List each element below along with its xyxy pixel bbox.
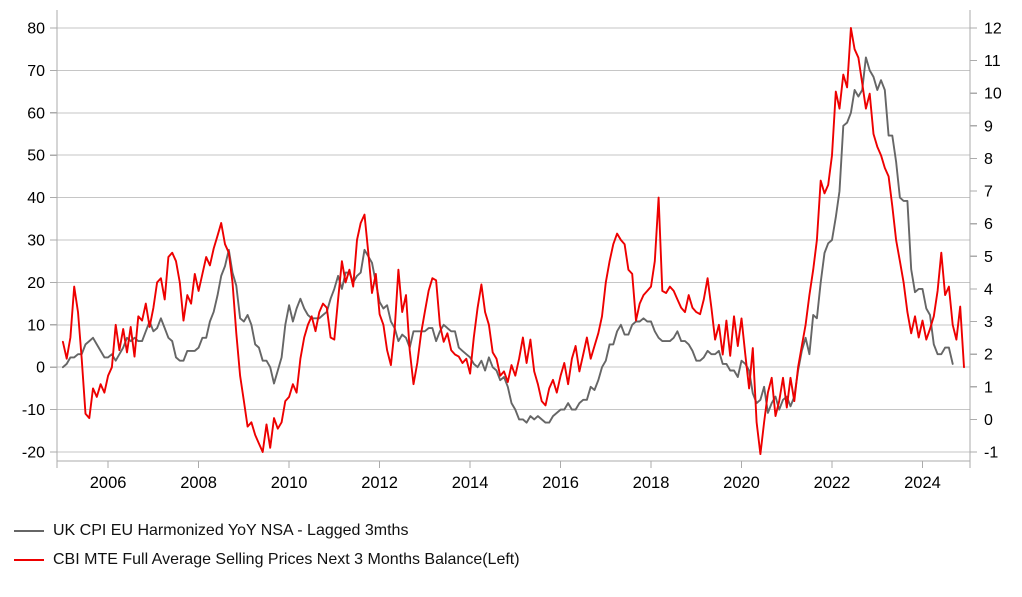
svg-text:11: 11 xyxy=(984,53,1001,70)
legend: UK CPI EU Harmonized YoY NSA - Lagged 3m… xyxy=(14,520,1022,571)
x-axis: 2006 2008 2010 2012 2014 2016 2018 2020 2022 2024 xyxy=(56,461,971,492)
svg-text:12: 12 xyxy=(984,21,1002,38)
svg-text:10: 10 xyxy=(27,317,45,334)
cpi-line-swatch xyxy=(14,529,44,533)
legend-item-cbi: CBI MTE Full Average Selling Prices Next… xyxy=(14,549,1022,571)
svg-text:80: 80 xyxy=(27,21,45,38)
svg-text:60: 60 xyxy=(27,105,45,122)
svg-text:3: 3 xyxy=(984,314,993,331)
svg-text:-1: -1 xyxy=(984,445,998,462)
svg-text:2020: 2020 xyxy=(723,474,760,492)
svg-text:20: 20 xyxy=(27,275,45,292)
svg-text:2012: 2012 xyxy=(361,474,398,492)
svg-text:4: 4 xyxy=(984,281,993,298)
cpi-line xyxy=(61,56,954,424)
dual-axis-line-chart: -20-1001020304050607080-1012345678910111… xyxy=(22,10,1002,492)
svg-text:2: 2 xyxy=(984,347,993,364)
axes xyxy=(56,10,971,462)
svg-text:5: 5 xyxy=(984,249,993,266)
svg-text:70: 70 xyxy=(27,63,45,80)
cbi-line xyxy=(61,27,965,456)
legend-item-cpi: UK CPI EU Harmonized YoY NSA - Lagged 3m… xyxy=(14,520,1022,542)
svg-text:2014: 2014 xyxy=(452,474,489,492)
svg-text:-20: -20 xyxy=(22,445,45,462)
svg-text:2006: 2006 xyxy=(90,474,127,492)
svg-text:40: 40 xyxy=(27,190,45,207)
svg-text:2010: 2010 xyxy=(271,474,308,492)
svg-text:10: 10 xyxy=(984,86,1002,103)
y-axis-left: -20 -10 0 10 20 30 40 50 60 70 80 xyxy=(22,21,57,462)
svg-text:9: 9 xyxy=(984,118,993,135)
svg-text:0: 0 xyxy=(36,360,45,377)
svg-text:6: 6 xyxy=(984,216,993,233)
svg-text:30: 30 xyxy=(27,233,45,250)
cpi-legend-label: UK CPI EU Harmonized YoY NSA - Lagged 3m… xyxy=(53,522,409,539)
svg-text:1: 1 xyxy=(984,379,993,396)
svg-text:8: 8 xyxy=(984,151,993,168)
svg-text:2022: 2022 xyxy=(814,474,851,492)
svg-text:2018: 2018 xyxy=(633,474,670,492)
cbi-line-swatch xyxy=(14,558,44,562)
svg-text:50: 50 xyxy=(27,148,45,165)
svg-text:2008: 2008 xyxy=(180,474,217,492)
svg-text:-10: -10 xyxy=(22,402,45,419)
svg-text:2024: 2024 xyxy=(904,474,941,492)
cbi-legend-label: CBI MTE Full Average Selling Prices Next… xyxy=(53,551,520,568)
svg-text:7: 7 xyxy=(984,184,993,201)
svg-text:0: 0 xyxy=(984,412,993,429)
gridlines xyxy=(57,27,970,453)
svg-text:2016: 2016 xyxy=(542,474,579,492)
